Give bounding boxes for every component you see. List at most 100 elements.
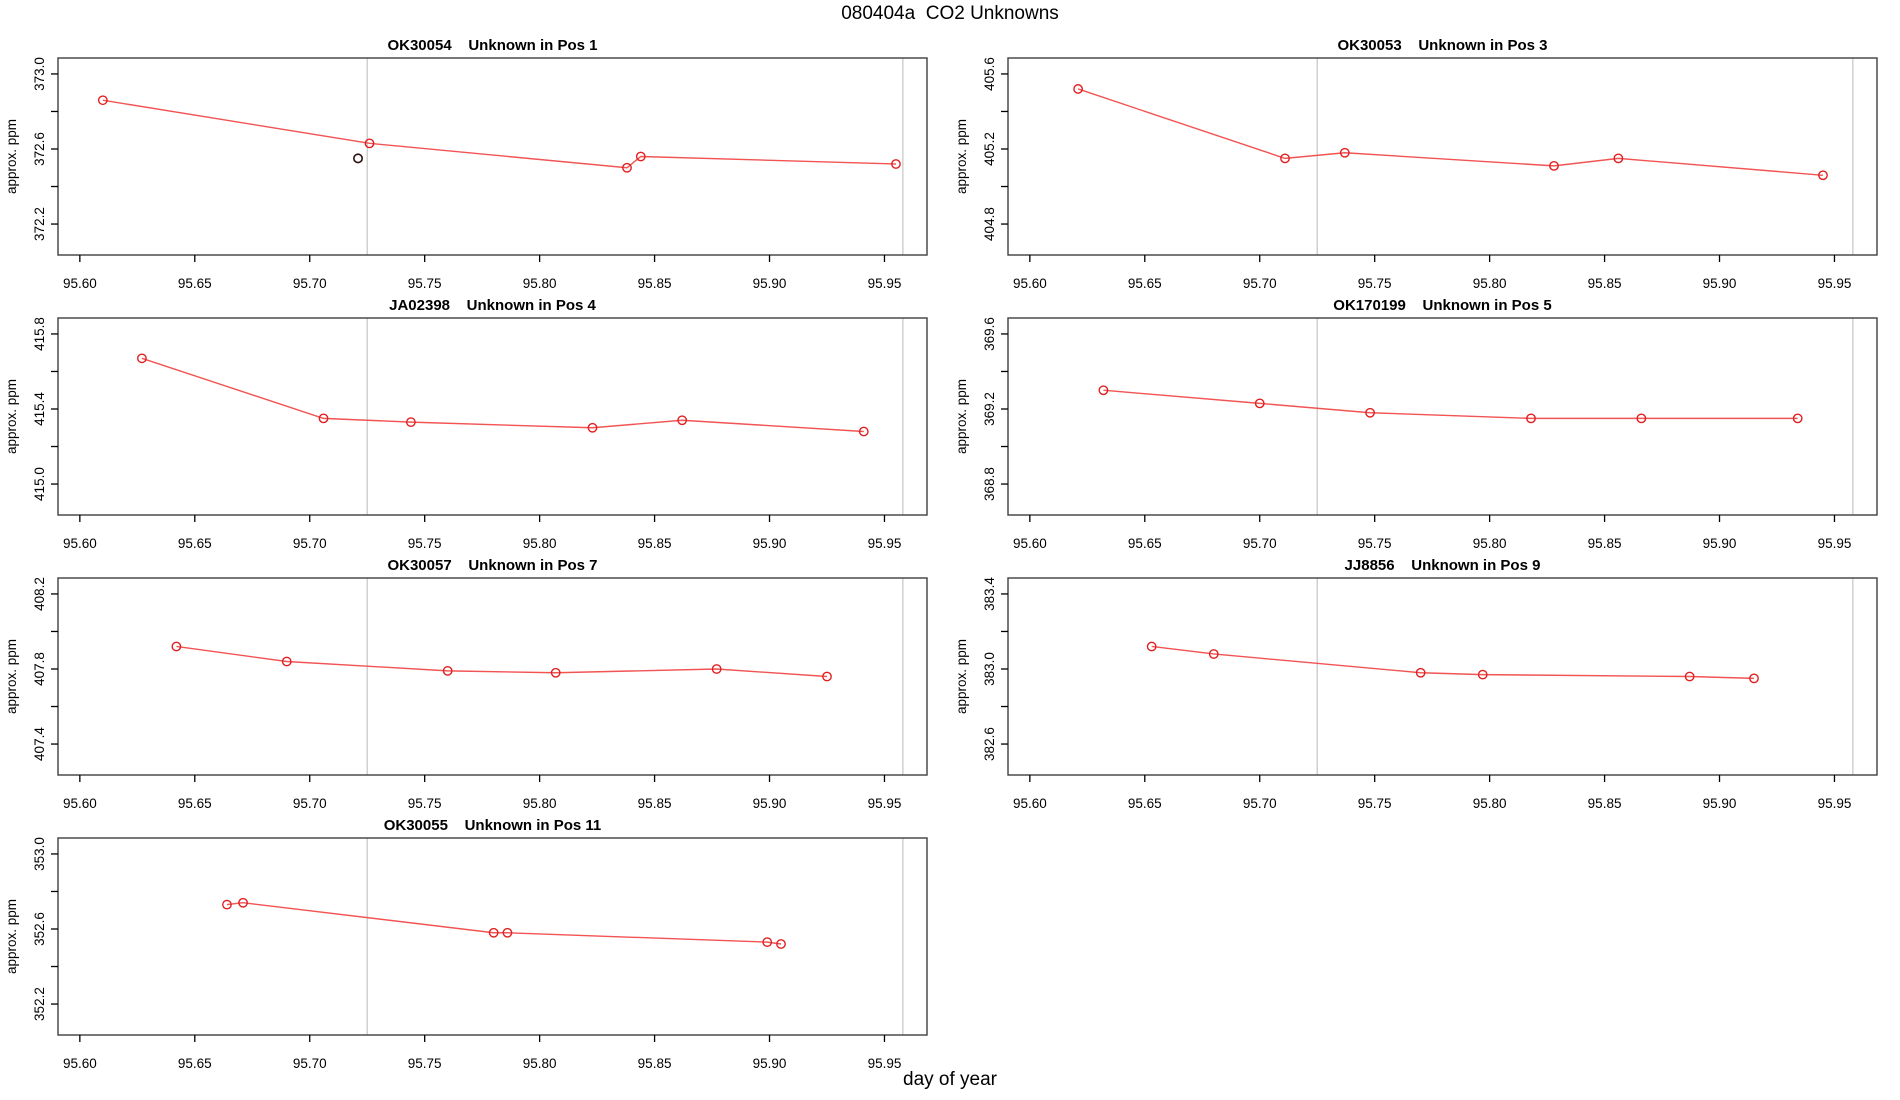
x-tick-label: 95.60 <box>1013 536 1047 550</box>
data-point <box>1254 398 1265 409</box>
panel-title: OK170199 Unknown in Pos 5 <box>1333 297 1551 314</box>
data-point <box>677 415 688 426</box>
plot-frame <box>1007 317 1878 516</box>
x-tick-label: 95.70 <box>1243 276 1277 290</box>
data-point <box>502 927 513 938</box>
data-point <box>222 899 232 910</box>
x-tick-label: 95.80 <box>523 276 557 290</box>
panel-title: OK30053 Unknown in Pos 3 <box>1337 37 1547 54</box>
x-tick-label: 95.90 <box>1703 796 1737 810</box>
data-point <box>1208 649 1219 659</box>
x-tick-label: 95.65 <box>178 536 212 550</box>
data-point <box>1636 413 1647 424</box>
data-point <box>1073 84 1084 94</box>
panel-OK30053: OK30053 Unknown in Pos 3 95.60 95.65 95.70 9… <box>954 37 1878 290</box>
x-tick-label: 95.65 <box>178 796 212 810</box>
data-point <box>97 95 108 106</box>
x-tick-label: 95.80 <box>523 796 557 810</box>
y-tick-label: 372.2 <box>32 207 47 241</box>
data-point <box>1526 413 1536 424</box>
x-tick-label: 95.85 <box>638 536 672 550</box>
data-point <box>1339 147 1350 158</box>
x-tick-label: 95.90 <box>753 1056 787 1070</box>
data-point <box>891 159 901 169</box>
x-tick-label: 95.65 <box>1128 276 1162 290</box>
black-data-point <box>353 153 364 164</box>
x-tick-label: 95.65 <box>178 1056 212 1070</box>
y-tick-label: 407.8 <box>32 652 47 686</box>
data-point <box>1749 673 1759 684</box>
x-tick-label: 95.75 <box>1358 276 1392 290</box>
y-tick-label: 405.2 <box>982 132 997 166</box>
y-tick-label: 407.4 <box>32 727 47 761</box>
x-tick-label: 95.90 <box>1703 276 1737 290</box>
x-axis-label: day of year <box>903 1069 997 1090</box>
data-line <box>1103 389 1798 420</box>
plot-frame <box>1007 57 1878 256</box>
x-tick-label: 95.70 <box>293 796 327 810</box>
x-tick-label: 95.90 <box>753 536 787 550</box>
data-point <box>1549 160 1559 171</box>
x-tick-label: 95.80 <box>1473 796 1507 810</box>
x-tick-label: 95.85 <box>638 1056 672 1070</box>
data-point <box>1613 153 1624 164</box>
x-tick-label: 95.85 <box>638 276 672 290</box>
data-line <box>141 357 864 433</box>
x-tick-label: 95.95 <box>868 536 902 550</box>
x-tick-label: 95.60 <box>63 536 97 550</box>
y-tick-label: 352.6 <box>32 912 47 946</box>
x-tick-label: 95.75 <box>408 276 442 290</box>
data-point <box>405 417 416 428</box>
x-tick-label: 95.60 <box>63 1056 97 1070</box>
y-tick-label: 415.8 <box>32 317 47 351</box>
y-tick-label: 353.0 <box>32 837 47 871</box>
y-axis-title: approx. ppm <box>4 899 19 974</box>
x-tick-label: 95.65 <box>178 276 212 290</box>
x-tick-label: 95.70 <box>293 1056 327 1070</box>
data-point <box>1477 669 1488 680</box>
x-tick-label: 95.75 <box>1358 796 1392 810</box>
x-tick-label: 95.60 <box>1013 276 1047 290</box>
x-tick-label: 95.95 <box>1818 536 1852 550</box>
y-tick-label: 369.6 <box>982 317 997 351</box>
x-tick-label: 95.70 <box>1243 536 1277 550</box>
y-tick-label: 405.6 <box>982 57 997 91</box>
x-tick-label: 95.80 <box>523 1056 557 1070</box>
data-point <box>635 151 646 162</box>
x-tick-label: 95.95 <box>1818 796 1852 810</box>
x-tick-label: 95.90 <box>753 276 787 290</box>
data-point <box>776 939 786 949</box>
data-point <box>711 664 722 674</box>
y-tick-label: 408.2 <box>32 577 47 611</box>
x-tick-label: 95.85 <box>638 796 672 810</box>
x-tick-label: 95.95 <box>868 796 902 810</box>
data-line <box>176 645 828 678</box>
x-tick-label: 95.95 <box>868 276 902 290</box>
y-tick-label: 383.4 <box>982 577 997 611</box>
x-tick-label: 95.90 <box>1703 536 1737 550</box>
x-tick-label: 95.80 <box>1473 276 1507 290</box>
x-tick-label: 95.75 <box>408 796 442 810</box>
panel-title: OK30057 Unknown in Pos 7 <box>387 557 597 574</box>
x-tick-label: 95.85 <box>1588 536 1622 550</box>
y-axis-title: approx. ppm <box>4 379 19 454</box>
y-tick-label: 415.4 <box>32 392 47 426</box>
data-line <box>226 902 782 945</box>
data-point <box>622 162 632 173</box>
data-point <box>587 422 598 433</box>
y-tick-label: 383.0 <box>982 652 997 686</box>
x-tick-label: 95.95 <box>868 1056 902 1070</box>
data-point <box>442 665 453 676</box>
data-point <box>171 641 182 652</box>
x-tick-label: 95.90 <box>753 796 787 810</box>
data-point <box>858 426 869 437</box>
data-point <box>318 413 329 424</box>
data-point <box>550 667 561 678</box>
data-point <box>238 897 248 908</box>
x-tick-label: 95.65 <box>1128 536 1162 550</box>
x-tick-label: 95.75 <box>408 536 442 550</box>
figure-title: 080404a CO2 Unknowns <box>841 3 1059 24</box>
x-tick-label: 95.70 <box>293 536 327 550</box>
x-tick-label: 95.75 <box>408 1056 442 1070</box>
data-point <box>822 671 832 682</box>
